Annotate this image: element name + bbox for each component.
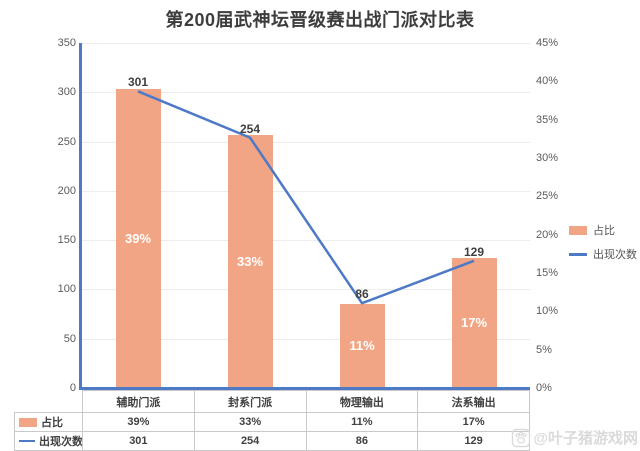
y-axis-tick-label-left: 100: [57, 283, 76, 296]
table-corner-cell: [14, 390, 83, 413]
y-axis-tick-label-right: 40%: [536, 75, 559, 88]
legend-label: 占比: [593, 225, 615, 237]
table-legend-label: 占比: [41, 417, 63, 429]
table-header-cell: 法系输出: [417, 390, 530, 413]
y-axis-tick-label-left: 300: [57, 86, 76, 99]
y-axis-tick-label-right: 20%: [536, 228, 559, 241]
y-axis-tick-label-right: 30%: [536, 152, 559, 164]
table-legend-cell: 占比: [14, 412, 83, 432]
y-axis-tick-label-right: 5%: [536, 343, 552, 356]
plot-area: 39% 33% 11% 17% 301 254 86 129: [82, 43, 530, 388]
y-axis-tick-label-left: 250: [57, 135, 76, 148]
watermark: @叶子猪游戏网: [511, 427, 638, 448]
table-value-cell: 254: [193, 431, 307, 451]
table-header-row: 辅助门派 封系门派 物理输出 法系输出: [14, 390, 530, 413]
bar-swatch-icon: [19, 417, 37, 427]
y-axis-tick-label-left: 200: [57, 184, 76, 197]
table-value-cell: 33%: [193, 412, 307, 432]
table-header-cell: 封系门派: [193, 390, 307, 413]
bar-percent-label: 17%: [460, 315, 488, 331]
left-axis-line: [79, 43, 82, 390]
y-axis-tick-label-right: 15%: [536, 267, 559, 279]
bar: 17%: [451, 257, 497, 388]
paw-icon: [512, 428, 531, 447]
table-value-cell: 17%: [417, 412, 530, 432]
table-legend-label: 出现次数: [39, 436, 83, 448]
bar-swatch-icon: [569, 225, 587, 235]
line-series: [137, 90, 475, 305]
y-axis-tick-label-right: 45%: [536, 37, 559, 49]
grid-line: [82, 92, 530, 94]
bar: 11%: [339, 303, 385, 388]
bar: 33%: [227, 135, 273, 388]
table-value-cell: 86: [305, 431, 419, 451]
line-point-label: 86: [355, 287, 369, 302]
y-axis-tick-label-right: 35%: [536, 113, 559, 126]
y-axis-tick-label-left: 350: [57, 37, 76, 49]
y-axis-tick-label-right: 25%: [536, 190, 559, 203]
legend-item-count: 出现次数: [569, 246, 637, 262]
grid-line: [82, 338, 530, 340]
y-axis-tick-label-left: 150: [57, 234, 76, 247]
table-header-cell: 辅助门派: [82, 390, 195, 413]
chart-title: 第200届武神坛晋级赛出战门派对比表: [165, 10, 475, 30]
table-legend-cell: 出现次数: [14, 431, 83, 451]
table-row-count: 出现次数 301 254 86 129: [14, 431, 530, 451]
table-legend-key: 出现次数: [16, 433, 83, 449]
line-path: [137, 90, 475, 305]
grid-line: [82, 190, 530, 192]
bar-percent-label: 11%: [349, 338, 375, 354]
line-point-label: 129: [463, 244, 485, 259]
table-value-cell: 129: [417, 431, 530, 451]
bottom-axis-line: [79, 387, 530, 390]
grid-line: [82, 43, 530, 44]
bar-percent-label: 39%: [124, 231, 152, 246]
watermark-text: @叶子猪游戏网: [533, 430, 638, 447]
chart-data-table: 辅助门派 封系门派 物理输出 法系输出 占比 39% 33% 11% 17% 出现次数 301 254…: [14, 390, 530, 451]
y-axis-tick-label-right: 0%: [536, 382, 552, 394]
table-legend-key: 占比: [16, 414, 82, 430]
legend: 占比 出现次数: [569, 222, 637, 262]
y-axis-tick-label-left: 50: [63, 332, 76, 345]
line-point-label: 254: [239, 121, 261, 136]
line-swatch-icon: [569, 252, 587, 256]
grid-line: [82, 289, 530, 291]
legend-item-proportion: 占比: [569, 222, 637, 238]
line-swatch-icon: [19, 439, 35, 443]
bar: 39%: [115, 89, 161, 388]
y-axis-tick-label-right: 10%: [536, 305, 559, 318]
table-row-proportion: 占比 39% 33% 11% 17%: [14, 412, 530, 432]
table-value-cell: 11%: [305, 412, 419, 432]
table-value-cell: 39%: [82, 412, 195, 432]
line-point-label: 301: [127, 75, 149, 90]
table-header-cell: 物理输出: [305, 390, 419, 413]
legend-label: 出现次数: [593, 249, 637, 261]
grid-line: [82, 240, 530, 242]
table-value-cell: 301: [82, 431, 195, 451]
bar-percent-label: 33%: [236, 254, 264, 269]
grid-line: [82, 141, 530, 143]
y-axis-tick-label-left: 0: [69, 382, 76, 394]
